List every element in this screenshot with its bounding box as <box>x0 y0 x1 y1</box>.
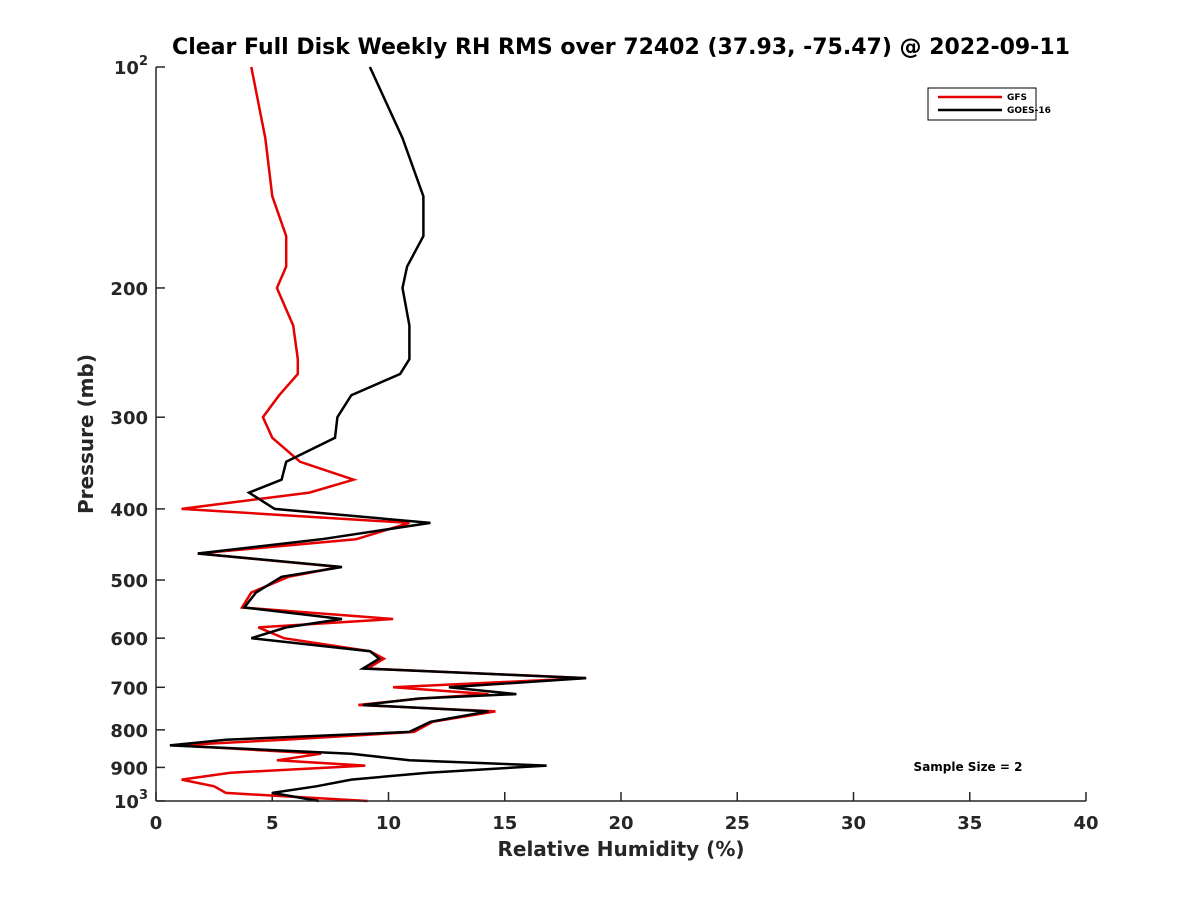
legend: GFS GOES-16 <box>927 87 1051 121</box>
x-tick-label: 40 <box>1073 813 1098 834</box>
legend-label-goes16: GOES-16 <box>1007 106 1051 116</box>
y-tick-label: 600 <box>110 629 148 650</box>
y-axis-label: Pressure (mb) <box>74 354 98 514</box>
y-tick-label: 300 <box>110 408 148 429</box>
x-tick-label: 25 <box>725 813 750 834</box>
legend-box <box>927 87 1037 121</box>
legend-label-gfs: GFS <box>1007 93 1027 103</box>
y-tick-label: 500 <box>110 571 148 592</box>
series-line-goes16 <box>169 66 587 803</box>
plot-area <box>156 67 1086 801</box>
x-tick-label: 10 <box>376 813 401 834</box>
chart-title: Clear Full Disk Weekly RH RMS over 72402… <box>172 35 1070 60</box>
y-tick-label: 400 <box>110 500 148 521</box>
x-axis-label: Relative Humidity (%) <box>497 837 744 861</box>
y-tick-label: 800 <box>110 721 148 742</box>
y-tick-label: 700 <box>110 678 148 699</box>
x-axis-ticks: 0 5 10 15 20 25 30 35 40 <box>150 792 1099 834</box>
x-tick-label: 30 <box>841 813 866 834</box>
series-lines <box>169 66 587 803</box>
x-tick-label: 20 <box>608 813 633 834</box>
y-tick-label: 102 <box>114 54 148 79</box>
y-tick-label: 900 <box>110 758 148 779</box>
x-tick-label: 15 <box>492 813 517 834</box>
x-tick-label: 35 <box>957 813 982 834</box>
x-tick-label: 5 <box>266 813 279 834</box>
y-tick-label: 103 <box>114 788 148 813</box>
y-tick-label: 200 <box>110 279 148 300</box>
y-axis-ticks: 102 200 300 400 500 600 700 800 900 103 <box>110 54 165 813</box>
sample-size-annotation: Sample Size = 2 <box>914 760 1023 774</box>
x-tick-label: 0 <box>150 813 163 834</box>
